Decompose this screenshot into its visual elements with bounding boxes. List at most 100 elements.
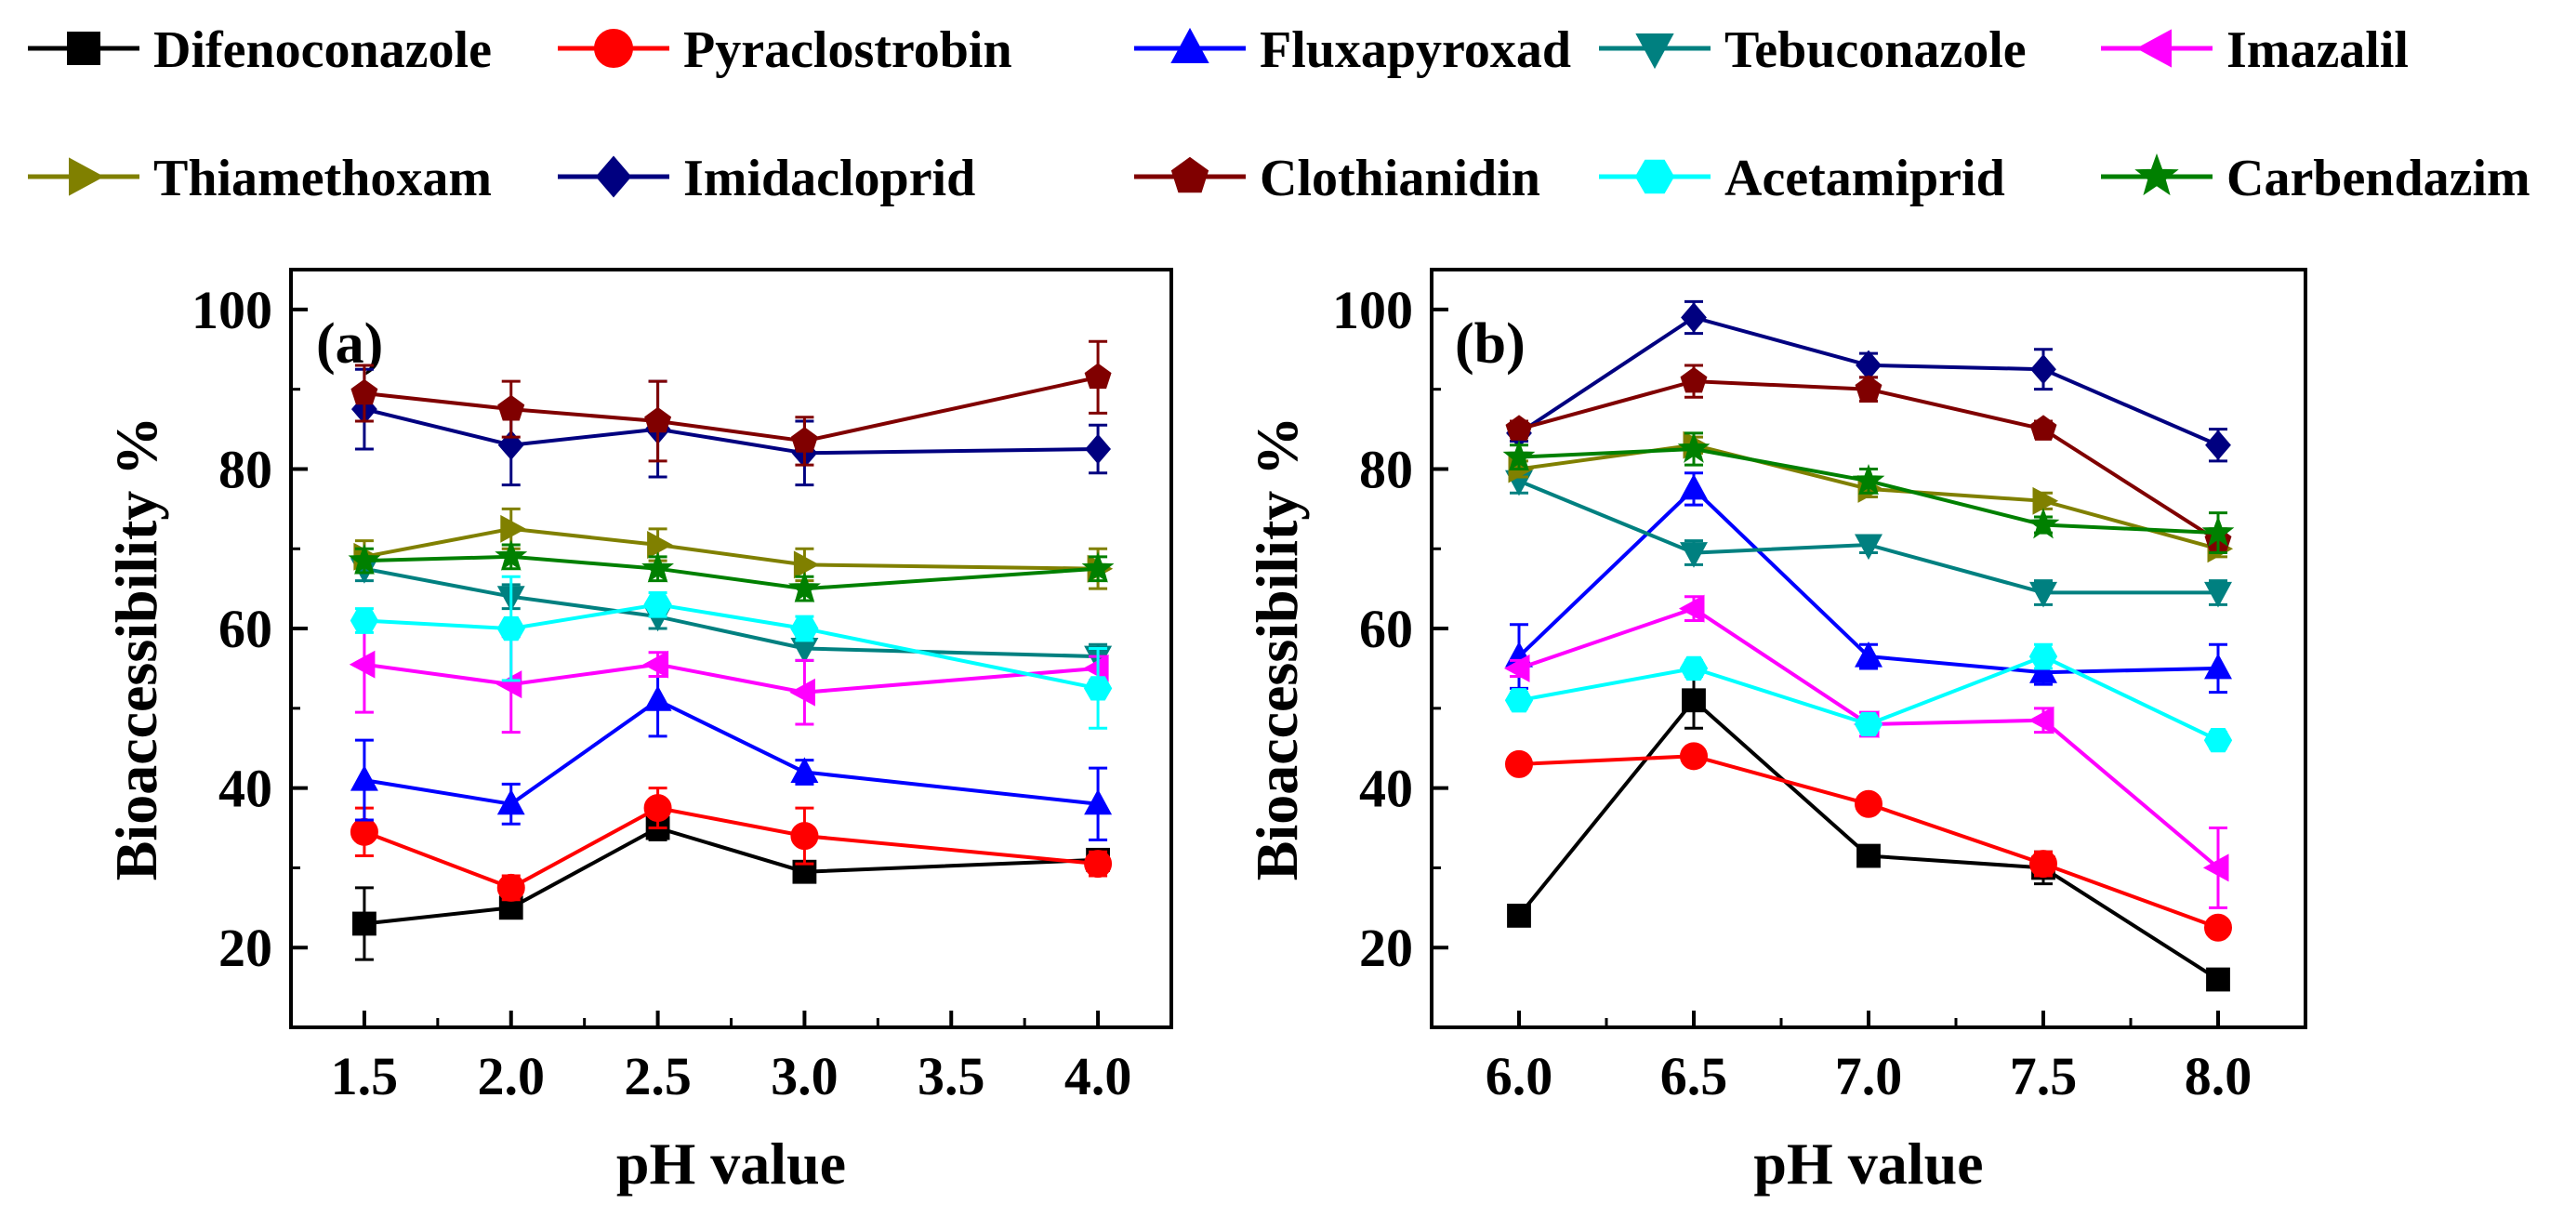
data-point xyxy=(2205,430,2231,460)
legend-label: Imidacloprid xyxy=(683,150,975,207)
panel-a: 1.5 2.0 2.5 3.0 3.5 4.0 20 40 60 80 100 pH value Bio… xyxy=(103,268,1173,1197)
data-point xyxy=(643,592,672,617)
data-point xyxy=(642,650,669,679)
legend-label: Clothianidin xyxy=(1260,150,1540,207)
series-line xyxy=(363,662,1099,694)
data-point xyxy=(1678,594,1705,623)
data-point xyxy=(1084,363,1112,390)
legend-item-imazalil: Imazalil xyxy=(2101,21,2409,79)
series-line xyxy=(363,826,1099,926)
data-point xyxy=(2202,853,2229,882)
y-tick-label: 100 xyxy=(192,280,272,340)
y-tick-label: 100 xyxy=(1332,280,1413,340)
data-point xyxy=(1504,688,1534,713)
data-point xyxy=(1083,654,1109,682)
data-point xyxy=(1084,850,1113,879)
y-axis-title: Bioaccessibility % xyxy=(1244,417,1310,881)
x-axis-title: pH value xyxy=(616,1131,846,1197)
series-fluxapyroxad xyxy=(1505,471,2232,694)
legend-marker-hexagon xyxy=(1634,159,1675,194)
y-tick-label: 40 xyxy=(218,759,272,819)
legend-label: Fluxapyroxad xyxy=(1260,21,1571,79)
legend-marker-square xyxy=(67,32,100,65)
y-tick-label: 20 xyxy=(1359,918,1413,978)
data-point xyxy=(350,765,378,791)
legend-item-acetamiprid: Acetamiprid xyxy=(1599,150,2005,207)
data-point xyxy=(2028,644,2058,669)
y-tick-label: 20 xyxy=(218,918,272,978)
data-point xyxy=(1682,688,1706,713)
data-point xyxy=(350,817,378,846)
legend: Difenoconazole Pyraclostrobin Fluxapyroxad… xyxy=(28,21,2530,207)
series-carbendazim xyxy=(1502,431,2235,555)
x-tick-label: 7.0 xyxy=(1835,1046,1903,1106)
data-point xyxy=(1855,375,1882,401)
legend-item-fluxapyroxad: Fluxapyroxad xyxy=(1134,21,1571,79)
y-tick-label: 80 xyxy=(218,439,272,499)
legend-item-thiamethoxam: Thiamethoxam xyxy=(28,150,492,207)
data-point xyxy=(496,788,525,815)
data-point xyxy=(500,514,526,543)
legend-marker-triangle-left xyxy=(2135,29,2172,68)
legend-marker-triangle-right xyxy=(69,157,105,196)
series-imidacloprid xyxy=(350,367,1112,487)
data-point xyxy=(644,406,672,433)
data-point xyxy=(1507,903,1531,928)
data-point xyxy=(790,822,819,851)
data-point xyxy=(350,608,379,633)
legend-item-carbendazim: Carbendazim xyxy=(2101,150,2530,207)
data-point xyxy=(352,911,376,936)
legend-item-tebuconazole: Tebuconazole xyxy=(1599,21,2027,79)
data-point xyxy=(2201,515,2235,548)
data-point xyxy=(790,427,818,453)
data-point xyxy=(1854,711,1883,737)
legend-item-clothianidin: Clothianidin xyxy=(1134,150,1540,207)
data-point xyxy=(1855,642,1882,668)
legend-label: Pyraclostrobin xyxy=(683,21,1012,79)
data-point xyxy=(790,757,819,783)
series-line xyxy=(1518,754,2219,930)
series-pyraclostrobin xyxy=(350,787,1113,902)
data-point xyxy=(1505,749,1533,778)
data-point xyxy=(1679,655,1709,681)
data-point xyxy=(1681,302,1707,333)
plot-frame xyxy=(289,268,1173,1029)
x-tick-label: 6.5 xyxy=(1660,1046,1728,1106)
x-axis-title: pH value xyxy=(1753,1131,1983,1197)
data-point xyxy=(350,378,378,405)
y-tick-label: 80 xyxy=(1359,439,1413,499)
data-point xyxy=(1677,431,1711,463)
series-fluxapyroxad xyxy=(350,663,1113,841)
x-tick-label: 4.0 xyxy=(1064,1046,1132,1106)
data-point xyxy=(349,650,376,679)
series-pyraclostrobin xyxy=(1505,742,2232,942)
series-clothianidin xyxy=(1505,364,2232,555)
data-point xyxy=(1855,789,1882,818)
data-point xyxy=(2029,581,2057,608)
legend-item-imidacloprid: Imidacloprid xyxy=(558,150,975,207)
data-point xyxy=(348,543,381,575)
data-point xyxy=(789,678,815,707)
data-point xyxy=(1856,843,1881,868)
data-point xyxy=(2204,581,2232,608)
legend-marker-pentagon xyxy=(1170,156,1209,193)
panel-label: (b) xyxy=(1455,312,1526,376)
data-point xyxy=(1502,440,1536,471)
data-point xyxy=(1680,366,1708,393)
legend-label: Difenoconazole xyxy=(153,21,492,79)
y-tick-label: 40 xyxy=(1359,759,1413,819)
data-point xyxy=(1856,350,1882,381)
data-point xyxy=(1855,534,1882,561)
data-point xyxy=(1680,473,1708,500)
data-point xyxy=(647,531,673,559)
series-line xyxy=(1518,379,2220,543)
x-tick-label: 6.0 xyxy=(1486,1046,1553,1106)
data-point xyxy=(2203,728,2233,753)
data-point xyxy=(790,615,819,642)
data-point xyxy=(2032,486,2059,515)
data-point xyxy=(1084,788,1113,815)
series-line xyxy=(363,697,1099,806)
y-tick-label: 60 xyxy=(218,599,272,659)
legend-label: Tebuconazole xyxy=(1724,21,2027,79)
data-point xyxy=(497,394,525,421)
